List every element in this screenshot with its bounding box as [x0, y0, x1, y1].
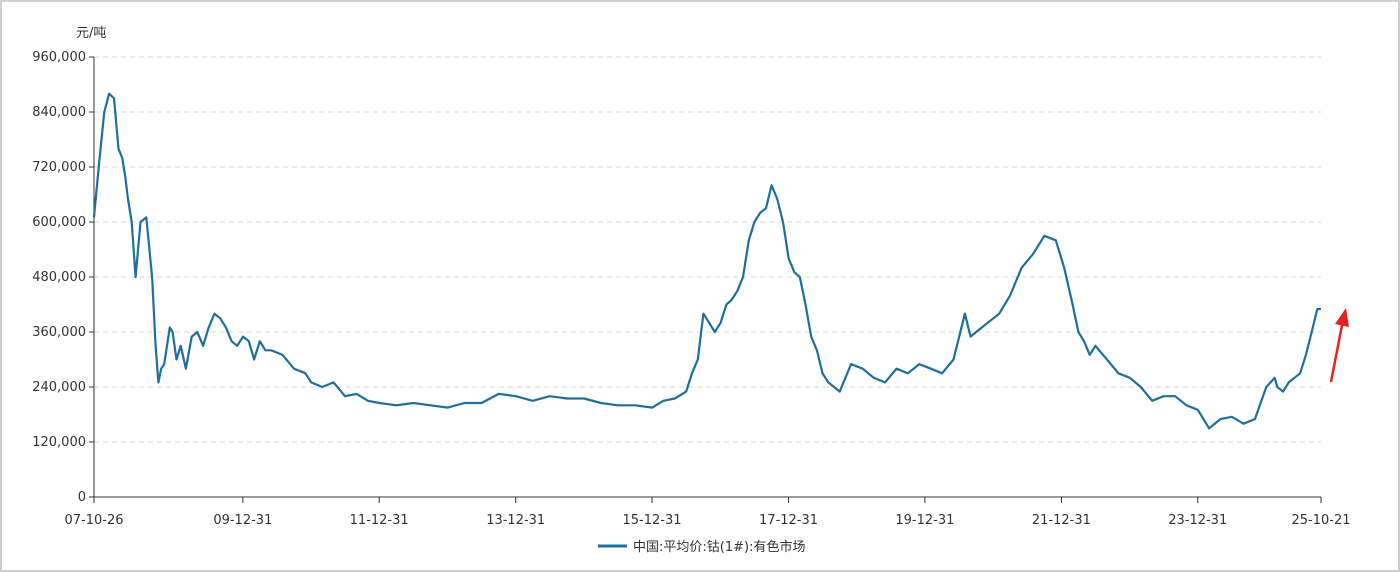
x-tick-label: 13-12-31 — [486, 513, 545, 528]
x-tick-label: 15-12-31 — [623, 513, 682, 528]
arrow-head — [1335, 308, 1349, 327]
x-tick-label: 25-10-21 — [1291, 513, 1350, 528]
x-tick-label: 09-12-31 — [213, 513, 272, 528]
legend[interactable]: 中国:平均价:钴(1#):有色市场 — [598, 539, 805, 555]
x-tick-label: 23-12-31 — [1168, 513, 1227, 528]
y-tick-label: 600,000 — [32, 215, 86, 230]
y-tick-label: 240,000 — [32, 380, 86, 395]
x-tick-label: 21-12-31 — [1032, 513, 1091, 528]
y-axis-unit-label: 元/吨 — [76, 26, 106, 41]
x-tick-label: 19-12-31 — [895, 513, 954, 528]
series-group — [92, 92, 1321, 430]
red-up-arrow-icon — [1329, 308, 1349, 383]
series-line — [92, 92, 1321, 430]
x-tick-label: 17-12-31 — [759, 513, 818, 528]
y-tick-label: 480,000 — [32, 270, 86, 285]
x-tick-label: 11-12-31 — [350, 513, 409, 528]
trend-annotation — [1329, 308, 1349, 383]
y-tick-label: 0 — [78, 490, 86, 505]
y-tick-label: 840,000 — [32, 105, 86, 120]
legend-label: 中国:平均价:钴(1#):有色市场 — [633, 539, 805, 555]
y-tick-label: 720,000 — [32, 160, 86, 175]
grid-lines — [94, 56, 1321, 443]
y-tick-label: 360,000 — [32, 325, 86, 340]
y-axis: 0 120,000 240,000 360,000 480,000 600,000 720,… — [32, 50, 95, 505]
arrow-shaft — [1329, 319, 1345, 383]
y-tick-label: 120,000 — [32, 435, 86, 450]
x-axis: 07-10-26 09-12-31 11-12-31 13-12-31 15-12-31… — [64, 496, 1351, 528]
x-tick-label: 07-10-26 — [64, 513, 123, 528]
y-tick-label: 960,000 — [32, 50, 86, 65]
